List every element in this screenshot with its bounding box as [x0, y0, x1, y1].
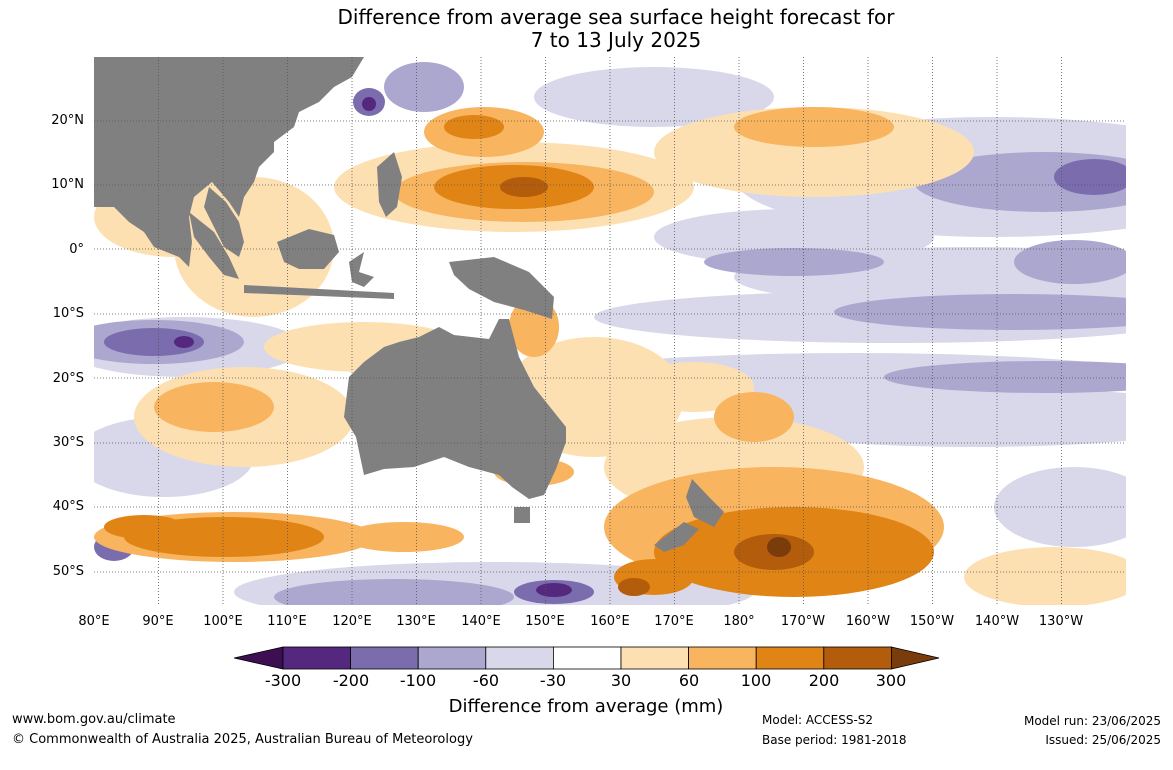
lon-label-180: 180° — [723, 614, 755, 629]
lat-label-10s: 10°S — [52, 306, 84, 321]
lat-label-20n: 20°N — [51, 113, 84, 128]
lon-label-80e: 80°E — [78, 614, 110, 629]
colour-bar-segment — [350, 646, 419, 670]
lon-label-130w: 130°W — [1038, 614, 1084, 629]
issued-date: Issued: 25/06/2025 — [1045, 733, 1161, 747]
lon-label-100e: 100°E — [203, 614, 243, 629]
base-period: Base period: 1981-2018 — [762, 733, 907, 747]
lat-label-equator: 0° — [69, 242, 84, 257]
colour-bar-tick: -30 — [539, 671, 567, 690]
colour-bar-tick: 60 — [678, 671, 700, 690]
colour-bar-tick: -100 — [399, 671, 437, 690]
colour-bar-tick: 300 — [875, 671, 907, 690]
lat-label-30s: 30°S — [52, 435, 84, 450]
lon-label-170w: 170°W — [780, 614, 826, 629]
land — [94, 57, 724, 552]
colour-bar-segment — [891, 646, 940, 670]
lon-label-160w: 160°W — [845, 614, 891, 629]
anomaly-negative-extreme — [174, 97, 572, 597]
colour-bar-tick: -200 — [332, 671, 370, 690]
lon-label-160e: 160°E — [590, 614, 630, 629]
colour-bar-segment — [688, 646, 757, 670]
colour-bar-segment — [823, 646, 892, 670]
lon-label-150e: 150°E — [525, 614, 565, 629]
colour-bar-segment — [282, 646, 351, 670]
anomaly-negative-strong — [94, 88, 1126, 604]
lat-label-10n: 10°N — [51, 177, 84, 192]
lon-label-140w: 140°W — [974, 614, 1020, 629]
colour-bar-segment — [485, 646, 554, 670]
copyright-text: © Commonwealth of Australia 2025, Austra… — [12, 732, 473, 747]
colour-bar-tick: 100 — [740, 671, 772, 690]
lat-label-50s: 50°S — [52, 564, 84, 579]
map-title-line-1: Difference from average sea surface heig… — [337, 5, 895, 29]
colour-bar-segment — [234, 646, 284, 670]
colour-bar-segment — [755, 646, 825, 670]
lon-label-90e: 90°E — [142, 614, 174, 629]
colour-bar — [234, 646, 940, 670]
colour-bar-tick: -300 — [264, 671, 302, 690]
website-link[interactable]: www.bom.gov.au/climate — [12, 712, 176, 727]
colour-bar-segment — [552, 646, 622, 670]
colour-bar-segment — [620, 646, 689, 670]
lon-label-120e: 120°E — [332, 614, 372, 629]
lon-label-130e: 130°E — [396, 614, 436, 629]
model-name: Model: ACCESS-S2 — [762, 713, 874, 727]
lon-label-110e: 110°E — [267, 614, 307, 629]
anomaly-peak — [767, 537, 791, 557]
colour-bar-tick: -60 — [472, 671, 500, 690]
colour-bar-tick: 30 — [610, 671, 632, 690]
colour-bar-label: Difference from average (mm) — [448, 696, 724, 717]
anomaly-map — [94, 57, 1126, 605]
lon-label-170e: 170°E — [654, 614, 694, 629]
lon-label-140e: 140°E — [461, 614, 501, 629]
graticule — [94, 57, 1126, 605]
lat-label-40s: 40°S — [52, 499, 84, 514]
colour-bar-tick: 200 — [808, 671, 840, 690]
lon-label-150w: 150°W — [909, 614, 955, 629]
colour-bar-segment — [417, 646, 487, 670]
anomaly-negative-medium — [94, 62, 1126, 605]
lat-label-20s: 20°S — [52, 371, 84, 386]
model-run-date: Model run: 23/06/2025 — [1023, 714, 1161, 728]
map-title-line-2: 7 to 13 July 2025 — [530, 28, 702, 52]
